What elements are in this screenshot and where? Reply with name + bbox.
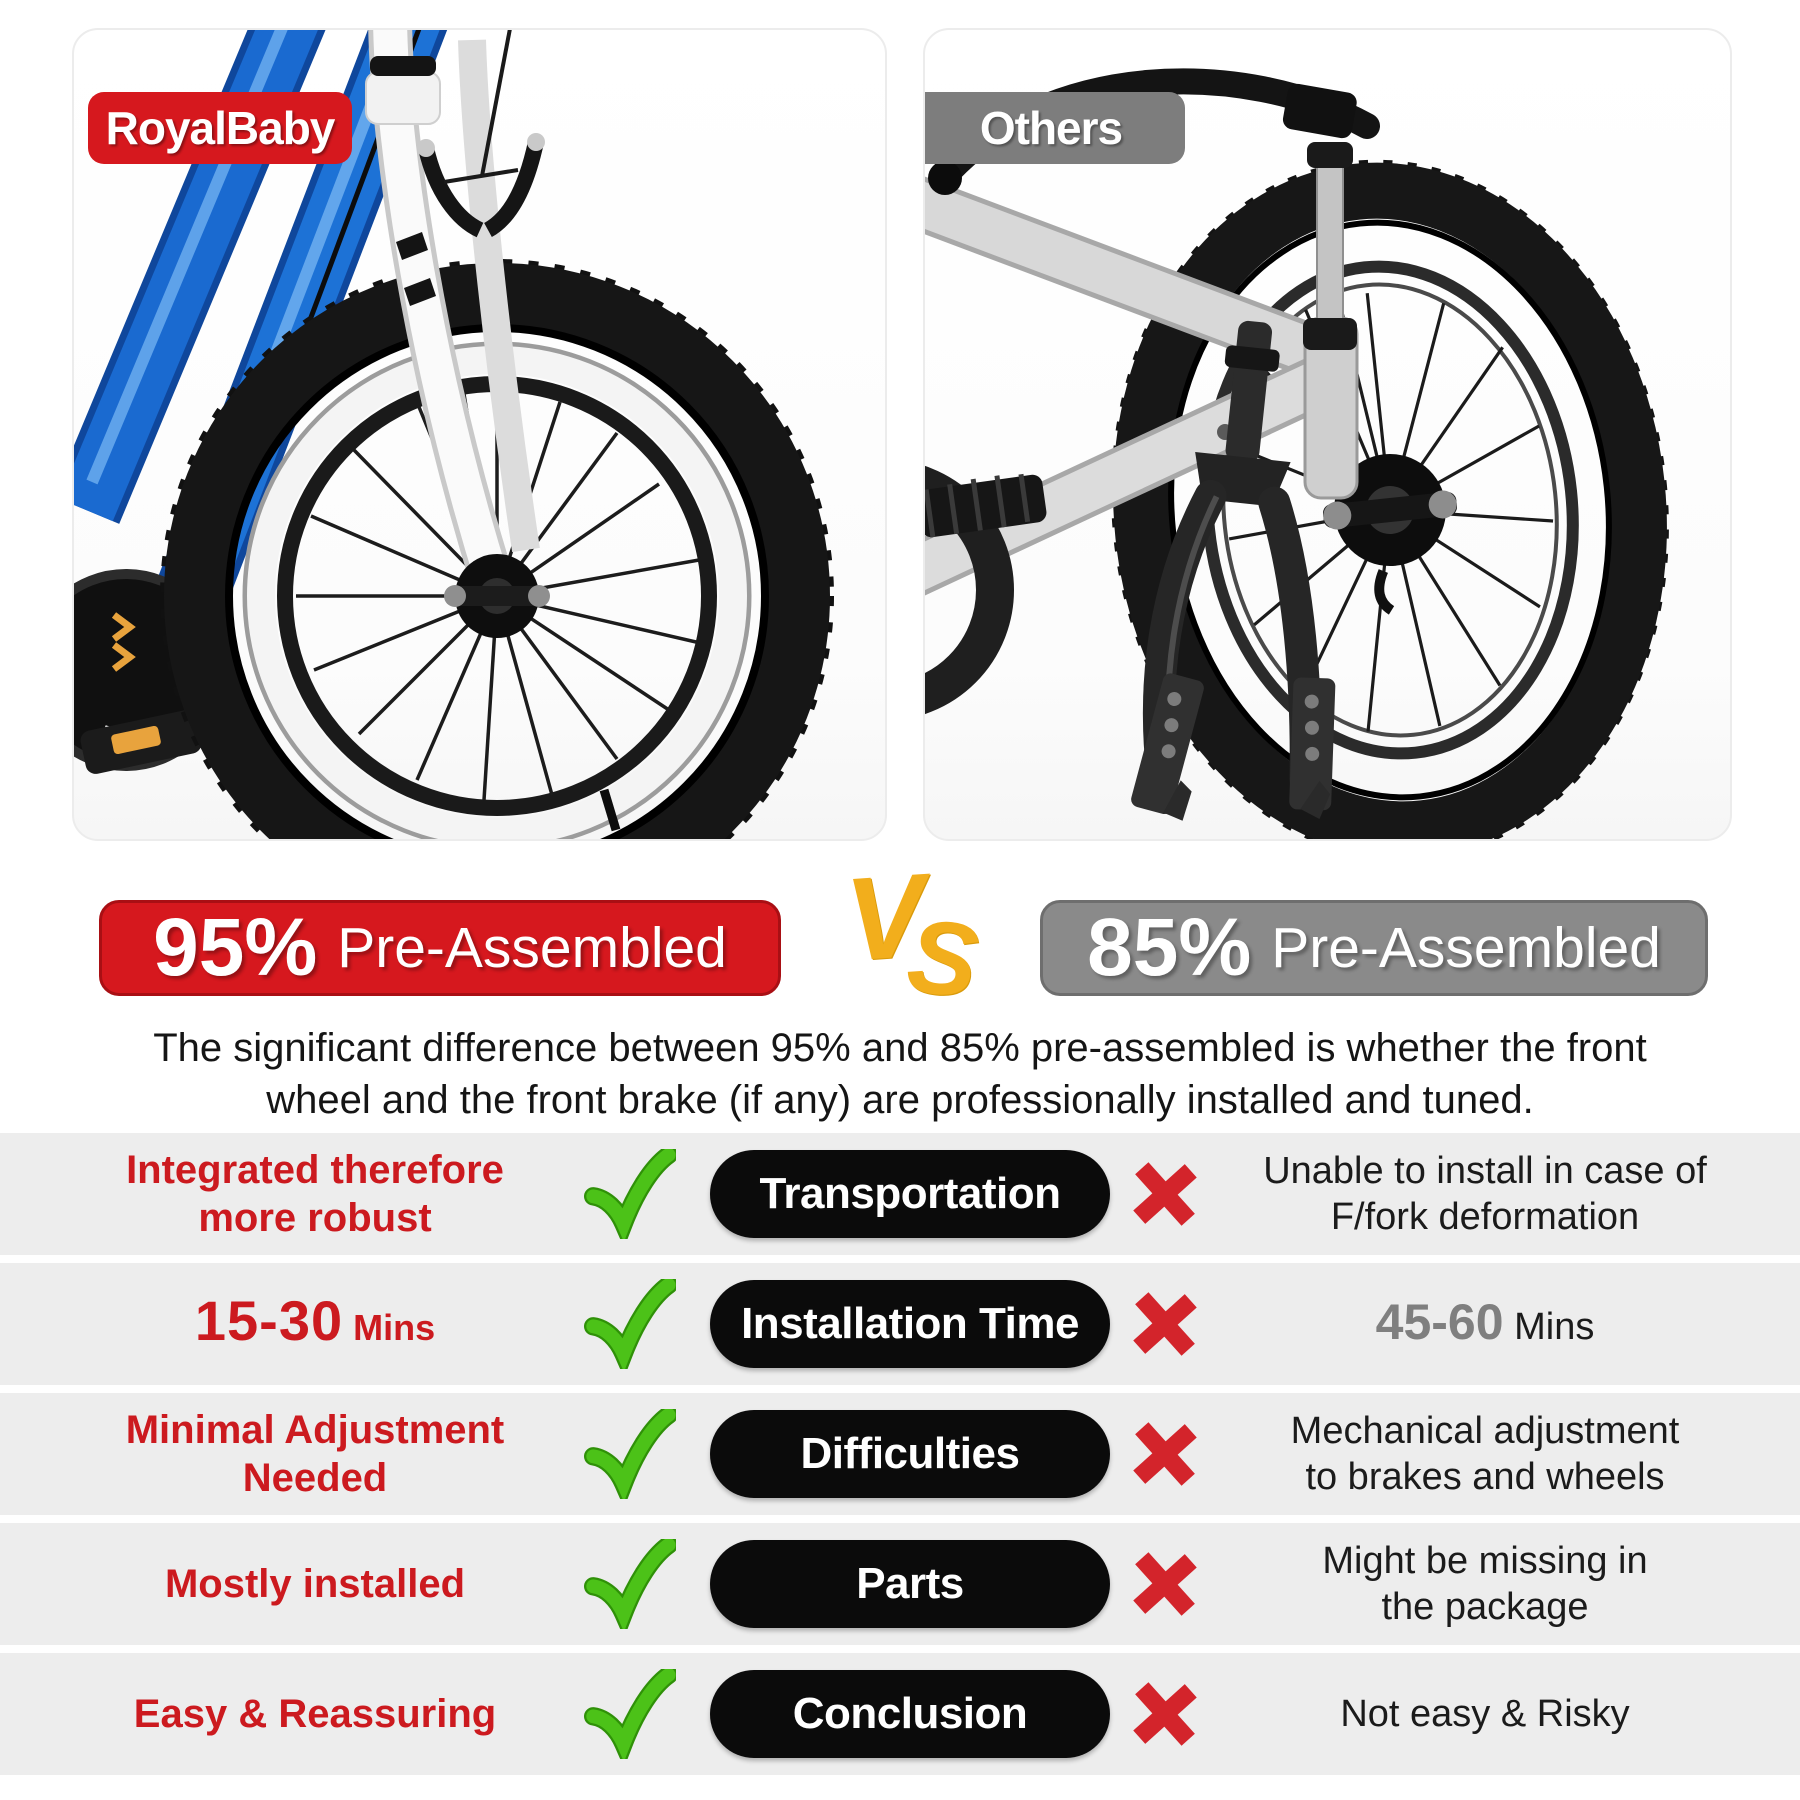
dropout-left [1131, 673, 1204, 821]
vs-letter-s: S [902, 897, 984, 1021]
category-cell: Transportation [700, 1150, 1120, 1238]
cross-icon [1133, 1292, 1197, 1356]
check-icon [584, 1149, 676, 1239]
others-percent-label: Pre-Assembled [1271, 916, 1661, 980]
check-icon [584, 1539, 676, 1629]
front-fork-white [365, 30, 540, 593]
check-icon-cell [560, 1669, 700, 1759]
royalbaby-advantage: Mostly installed [0, 1560, 560, 1608]
royalbaby-advantage: Minimal Adjustment Needed [0, 1406, 560, 1502]
others-disadvantage: Not easy & Risky [1210, 1691, 1800, 1737]
others-bike-photo: Others [923, 28, 1732, 841]
check-icon [584, 1279, 676, 1369]
cross-icon [1133, 1162, 1197, 1226]
royalbaby-badge-label: RoyalBaby [105, 102, 336, 154]
others-badge: Others [925, 92, 1185, 164]
description-text: The significant difference between 95% a… [0, 1022, 1800, 1126]
royalbaby-percent: 95% [153, 902, 318, 993]
royalbaby-bike-illustration [74, 30, 834, 839]
cross-icon [1133, 1422, 1197, 1486]
others-disadvantage: Mechanical adjustment to brakes and wheel… [1210, 1408, 1800, 1500]
comparison-row-parts: Mostly installed Parts Might be missing in… [0, 1523, 1800, 1645]
front-brake [417, 30, 545, 238]
royalbaby-advantage: Easy & Reassuring [0, 1690, 560, 1738]
valve-stem [599, 788, 621, 832]
royalbaby-advantage-value-small: Mins [343, 1306, 436, 1348]
royalbaby-bike-photo: RoyalBaby [72, 28, 887, 841]
cross-icon-cell [1120, 1681, 1210, 1747]
category-pill: Transportation [710, 1150, 1110, 1238]
cross-icon-cell [1120, 1161, 1210, 1227]
check-icon-cell [560, 1279, 700, 1369]
royalbaby-advantage-value-big: 15-30 [194, 1288, 344, 1352]
cross-icon-cell [1120, 1291, 1210, 1357]
comparison-row-conclusion: Easy & Reassuring Conclusion Not easy & Ri… [0, 1653, 1800, 1775]
royalbaby-badge: RoyalBaby [88, 92, 352, 164]
royalbaby-advantage: Integrated therefore more robust [0, 1146, 560, 1242]
others-disadvantage-text-line: Not easy & Risky [1340, 1693, 1630, 1735]
others-disadvantage-value-small: Mins [1503, 1305, 1595, 1348]
others-disadvantage-value-big: 45-60 [1375, 1293, 1504, 1350]
category-pill: Parts [710, 1540, 1110, 1628]
others-percent: 85% [1087, 902, 1252, 993]
royalbaby-preassembled-banner: 95% Pre-Assembled [99, 900, 781, 996]
category-cell: Conclusion [700, 1670, 1120, 1758]
comparison-row-transportation: Integrated therefore more robust Transport… [0, 1133, 1800, 1255]
others-disadvantage-text-line: to brakes and wheels [1305, 1456, 1665, 1498]
cross-icon-cell [1120, 1421, 1210, 1487]
royalbaby-advantage-text-line: Needed [242, 1456, 388, 1500]
others-disadvantage-text-line: F/fork deformation [1330, 1196, 1640, 1238]
check-icon [584, 1409, 676, 1499]
vs-mark: V S [841, 849, 983, 1020]
detached-fork [1131, 320, 1336, 821]
others-disadvantage: Unable to install in case of F/fork defor… [1210, 1148, 1800, 1240]
category-cell: Parts [700, 1540, 1120, 1628]
others-preassembled-banner: 85% Pre-Assembled [1040, 900, 1708, 996]
royalbaby-advantage-text-line: more robust [198, 1196, 432, 1240]
others-disadvantage: Might be missing in the package [1210, 1538, 1800, 1630]
comparison-row-difficulties: Minimal Adjustment Needed Difficulties Mech… [0, 1393, 1800, 1515]
comparison-row-installation-time: 15-30 Mins Installation Time 45-60 Mins [0, 1263, 1800, 1385]
check-icon-cell [560, 1409, 700, 1499]
others-bike-illustration [925, 68, 1669, 839]
others-disadvantage-text-line: the package [1381, 1586, 1589, 1628]
category-cell: Difficulties [700, 1410, 1120, 1498]
royalbaby-advantage-text-line: Mostly installed [164, 1562, 466, 1606]
check-icon-cell [560, 1539, 700, 1629]
check-icon [584, 1669, 676, 1759]
royalbaby-advantage-text-line: Minimal Adjustment [125, 1408, 505, 1452]
royalbaby-advantage: 15-30 Mins [0, 1292, 560, 1352]
detached-front-wheel [1111, 159, 1669, 839]
royalbaby-percent-label: Pre-Assembled [337, 916, 727, 980]
dropout-right [1289, 677, 1336, 820]
comparison-table: Integrated therefore more robust Transport… [0, 1133, 1800, 1783]
category-cell: Installation Time [700, 1280, 1120, 1368]
royalbaby-advantage-text-line: Easy & Reassuring [133, 1692, 497, 1736]
front-hub [444, 554, 550, 638]
check-icon-cell [560, 1149, 700, 1239]
cross-icon-cell [1120, 1551, 1210, 1617]
royalbaby-advantage-text-line: Integrated therefore [126, 1148, 504, 1192]
crank-and-pedal [925, 465, 1047, 715]
category-pill: Difficulties [710, 1410, 1110, 1498]
handlebar-and-stem [928, 68, 1380, 350]
others-disadvantage-text-line: Mechanical adjustment [1290, 1410, 1680, 1452]
others-disadvantage-text-line: Unable to install in case of [1263, 1150, 1707, 1192]
others-disadvantage: 45-60 Mins [1210, 1297, 1800, 1350]
category-pill: Installation Time [710, 1280, 1110, 1368]
cross-icon [1133, 1552, 1197, 1616]
cross-icon [1133, 1682, 1197, 1746]
others-disadvantage-text-line: Might be missing in [1322, 1540, 1648, 1582]
description-line-1: The significant difference between 95% a… [153, 1026, 1647, 1070]
others-badge-label: Others [979, 102, 1123, 154]
category-pill: Conclusion [710, 1670, 1110, 1758]
quick-release-lever [1374, 569, 1395, 615]
description-line-2: wheel and the front brake (if any) are p… [266, 1078, 1534, 1122]
